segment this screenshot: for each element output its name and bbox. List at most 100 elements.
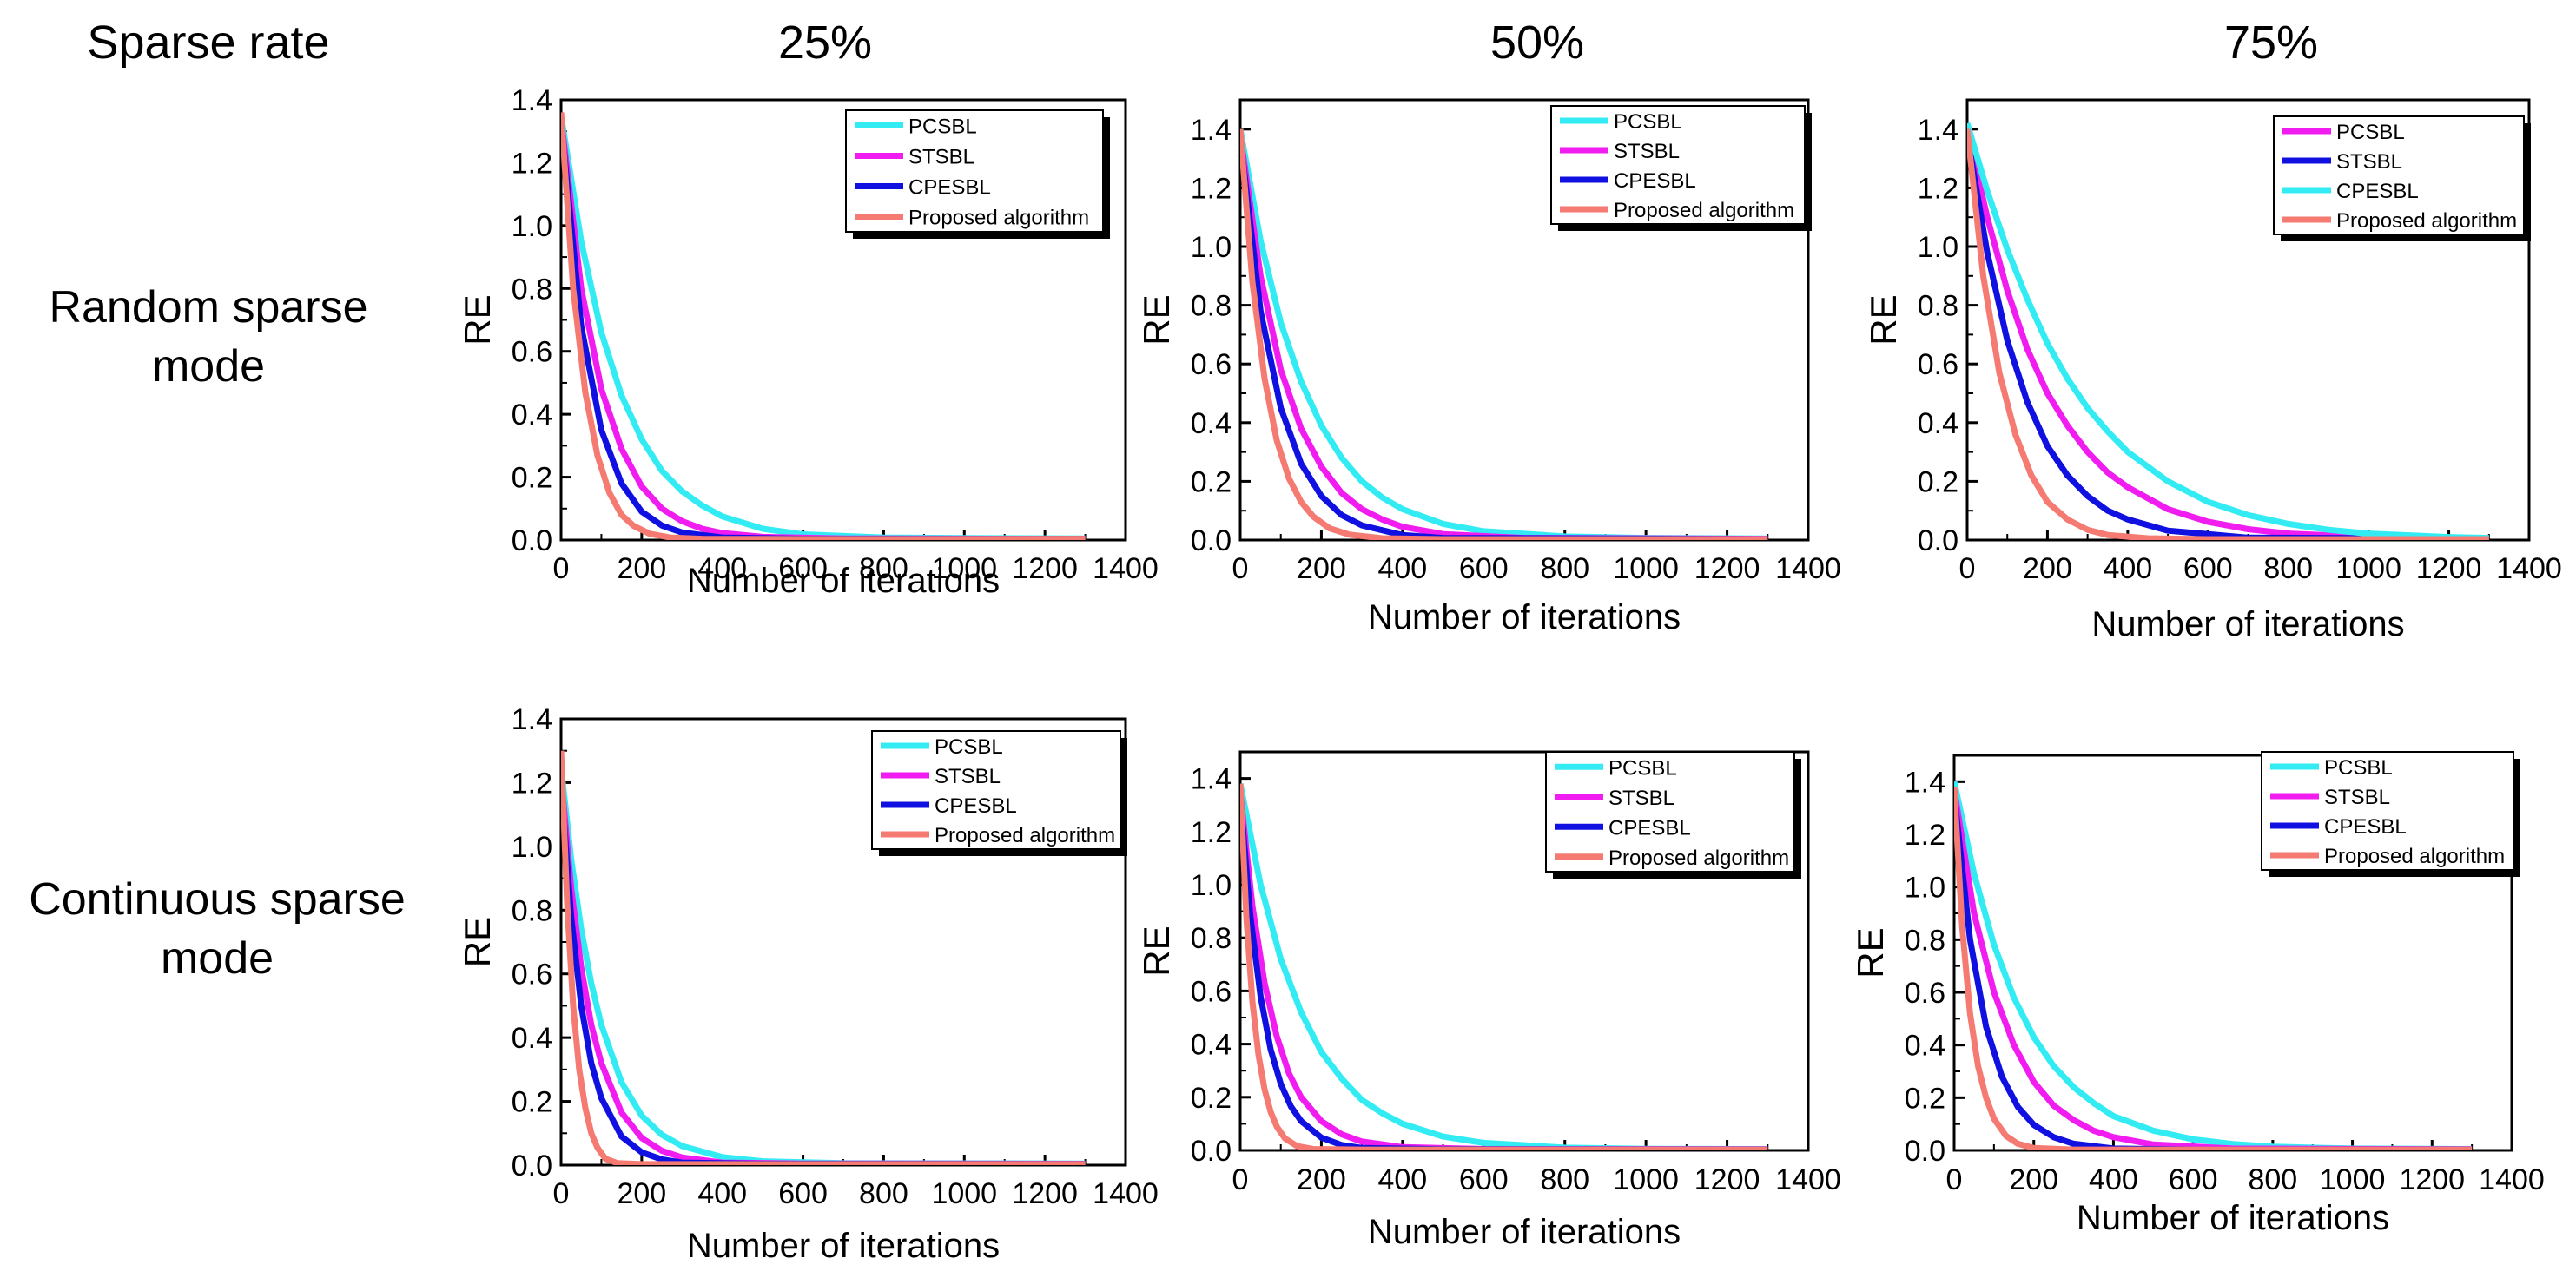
legend-box: [1550, 105, 1806, 225]
x-tick-label: 0: [1959, 552, 1976, 585]
legend-label-4: Proposed algorithm: [908, 207, 1089, 230]
series-line-4: [561, 750, 1086, 1165]
y-tick-label: 0.2: [1905, 1082, 1945, 1115]
x-tick-label: 1200: [2399, 1163, 2465, 1196]
x-tick-label: 200: [617, 1177, 666, 1210]
y-tick-label: 0.8: [1918, 290, 1958, 323]
y-tick-label: 1.2: [512, 767, 552, 800]
legend-box: [871, 730, 1121, 850]
y-axis-label: RE: [1850, 927, 1891, 978]
legend-label-1: PCSBL: [1608, 756, 1677, 780]
y-tick-label: 0.4: [512, 1022, 552, 1055]
x-tick-label: 600: [2183, 552, 2233, 585]
legend-label-2: STSBL: [908, 146, 974, 169]
y-tick-label: 1.2: [1905, 819, 1945, 852]
x-tick-label: 1000: [2320, 1163, 2386, 1196]
legend-label-4: Proposed algorithm: [1608, 847, 1789, 870]
chart-4: 0 200 400 600 800 1000 1200 1400 0.0 0.2 0.4 0.6 0.8…: [457, 703, 1159, 1265]
series-line-4: [561, 112, 1086, 540]
x-tick-label: 600: [2169, 1163, 2218, 1196]
x-axis-label: Number of iterations: [687, 562, 1000, 600]
y-tick-label: 1.0: [1905, 872, 1945, 905]
series-line-2: [1967, 135, 2489, 540]
y-tick-label: 0.8: [1191, 922, 1232, 955]
x-tick-label: 800: [859, 552, 908, 585]
x-tick-label: 1200: [1012, 552, 1078, 585]
x-tick-label: 600: [1459, 552, 1509, 585]
x-tick-label: 0: [1232, 552, 1249, 585]
x-tick-label: 800: [1540, 552, 1589, 585]
legend-label-2: STSBL: [1608, 787, 1674, 810]
y-tick-label: 1.4: [1905, 766, 1945, 799]
legend-label-4: Proposed algorithm: [1614, 199, 1794, 222]
x-tick-label: 400: [697, 1177, 747, 1210]
x-tick-label: 400: [2103, 552, 2152, 585]
x-tick-label: 0: [553, 552, 570, 585]
y-axis-label: RE: [457, 294, 498, 345]
legend-label-1: PCSBL: [2324, 756, 2393, 780]
chart-2: 0 200 400 600 800 1000 1200 1400 0.0 0.2 0.4 0.6 0.8…: [1136, 98, 1841, 636]
x-tick-label: 1400: [1775, 552, 1841, 585]
legend-label-1: PCSBL: [2336, 121, 2405, 144]
y-tick-label: 0.4: [1905, 1030, 1945, 1063]
x-tick-label: 200: [617, 552, 666, 585]
y-tick-label: 0.6: [512, 959, 552, 991]
row-label-1-text: Random sparse mode: [49, 282, 368, 392]
y-tick-label: 0.4: [1191, 407, 1232, 440]
x-tick-label: 1200: [1694, 552, 1760, 585]
x-tick-label: 1000: [2335, 552, 2401, 585]
x-tick-label: 800: [2263, 552, 2313, 585]
x-axis-label: Number of iterations: [1368, 1213, 1681, 1251]
legend-label-3: CPESBL: [1614, 169, 1696, 193]
x-tick-label: 1400: [1093, 552, 1159, 585]
legend-label-1: PCSBL: [908, 115, 977, 139]
x-tick-label: 400: [1377, 552, 1427, 585]
y-axis-label: RE: [1863, 294, 1904, 345]
legend-label-2: STSBL: [935, 765, 1001, 788]
y-tick-label: 0.6: [512, 336, 552, 369]
legend-label-4: Proposed algorithm: [935, 824, 1115, 847]
y-tick-label: 1.2: [1918, 172, 1958, 205]
x-tick-label: 1200: [1012, 1177, 1078, 1210]
row-label-2: Continuous sparse mode: [0, 870, 434, 988]
y-tick-label: 0.4: [1191, 1029, 1232, 1062]
x-tick-label: 0: [553, 1177, 570, 1210]
legend-label-2: STSBL: [2336, 150, 2402, 174]
y-axis-label: RE: [457, 917, 498, 967]
row-label-2-text: Continuous sparse mode: [29, 874, 406, 984]
legend-label-1: PCSBL: [1614, 110, 1682, 134]
x-tick-label: 1000: [931, 552, 997, 585]
legend-label-3: CPESBL: [1608, 816, 1691, 840]
series-line-4: [1967, 128, 2489, 540]
y-tick-label: 1.0: [1191, 869, 1232, 902]
x-tick-label: 200: [1297, 552, 1346, 585]
x-tick-label: 800: [2248, 1163, 2297, 1196]
y-tick-label: 0.0: [1918, 524, 1958, 557]
y-tick-label: 0.4: [512, 399, 552, 431]
y-axis-label: RE: [1136, 294, 1177, 345]
x-tick-label: 600: [778, 1177, 828, 1210]
y-tick-label: 0.6: [1191, 348, 1232, 381]
y-tick-label: 1.0: [1918, 231, 1958, 264]
x-axis-label: Number of iterations: [687, 1227, 1000, 1265]
x-tick-label: 1200: [1694, 1163, 1760, 1196]
series-line-2: [1240, 135, 1768, 540]
x-tick-label: 600: [1459, 1163, 1509, 1196]
y-tick-label: 1.0: [1191, 231, 1232, 264]
legend-label-3: CPESBL: [908, 176, 991, 200]
legend-box: [2261, 751, 2514, 871]
legend-box: [2273, 115, 2525, 235]
y-tick-label: 0.0: [512, 1150, 552, 1182]
column-header-3: 75%: [2223, 16, 2319, 69]
y-tick-label: 0.6: [1191, 975, 1232, 1008]
chart-6: 0 200 400 600 800 1000 1200 1400 0.0 0.2 0.4 0.6 0.8…: [1850, 751, 2545, 1237]
series-line-3: [1967, 122, 2489, 540]
y-tick-label: 0.6: [1918, 348, 1958, 381]
legend-label-2: STSBL: [1614, 140, 1680, 163]
x-tick-label: 1000: [1613, 552, 1679, 585]
chart-1: 0 200 400 600 800 1000 1200 1400 0.0 0.2 0.4 0.6 0.8…: [457, 84, 1159, 600]
y-tick-label: 1.4: [1191, 114, 1232, 147]
x-tick-label: 1200: [2416, 552, 2482, 585]
y-tick-label: 1.4: [512, 84, 552, 117]
y-tick-label: 1.2: [1191, 816, 1232, 849]
